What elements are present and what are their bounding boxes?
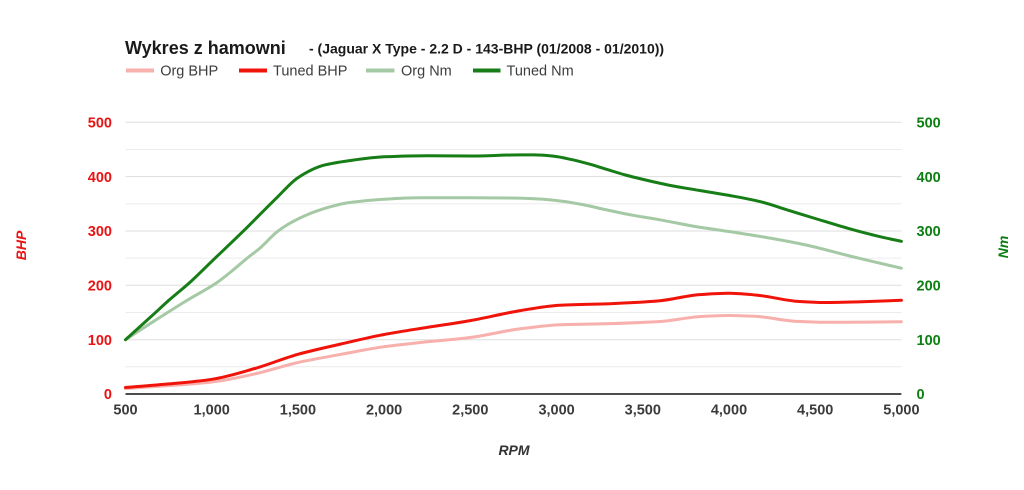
svg-text:1,500: 1,500 bbox=[280, 403, 316, 419]
svg-text:500: 500 bbox=[88, 116, 112, 132]
svg-text:400: 400 bbox=[917, 170, 941, 186]
svg-text:2,500: 2,500 bbox=[452, 403, 488, 419]
svg-text:400: 400 bbox=[88, 170, 112, 186]
svg-text:300: 300 bbox=[917, 224, 941, 240]
svg-text:4,500: 4,500 bbox=[797, 403, 833, 419]
svg-text:Wykres z hamowni: Wykres z hamowni bbox=[125, 38, 286, 58]
svg-text:3,000: 3,000 bbox=[538, 403, 574, 419]
svg-text:1,000: 1,000 bbox=[194, 403, 230, 419]
svg-text:200: 200 bbox=[88, 279, 112, 295]
svg-text:2,000: 2,000 bbox=[366, 403, 402, 419]
svg-text:200: 200 bbox=[917, 279, 941, 295]
svg-text:3,500: 3,500 bbox=[625, 403, 661, 419]
svg-text:500: 500 bbox=[917, 116, 941, 132]
svg-text:Org BHP: Org BHP bbox=[160, 64, 218, 80]
svg-text:100: 100 bbox=[917, 333, 941, 349]
svg-text:500: 500 bbox=[113, 403, 137, 419]
svg-text:Tuned Nm: Tuned Nm bbox=[507, 64, 574, 80]
svg-text:- (Jaguar X Type - 2.2 D - 143: - (Jaguar X Type - 2.2 D - 143-BHP (01/2… bbox=[309, 41, 664, 57]
svg-text:RPM: RPM bbox=[498, 442, 529, 458]
svg-text:Tuned BHP: Tuned BHP bbox=[273, 64, 347, 80]
svg-text:5,000: 5,000 bbox=[883, 403, 919, 419]
svg-text:4,000: 4,000 bbox=[711, 403, 747, 419]
svg-text:0: 0 bbox=[104, 387, 112, 403]
svg-text:100: 100 bbox=[88, 333, 112, 349]
svg-text:Nm: Nm bbox=[995, 236, 1011, 259]
svg-text:Org Nm: Org Nm bbox=[401, 64, 452, 80]
svg-text:300: 300 bbox=[88, 224, 112, 240]
svg-text:0: 0 bbox=[917, 387, 925, 403]
svg-text:BHP: BHP bbox=[13, 230, 29, 260]
